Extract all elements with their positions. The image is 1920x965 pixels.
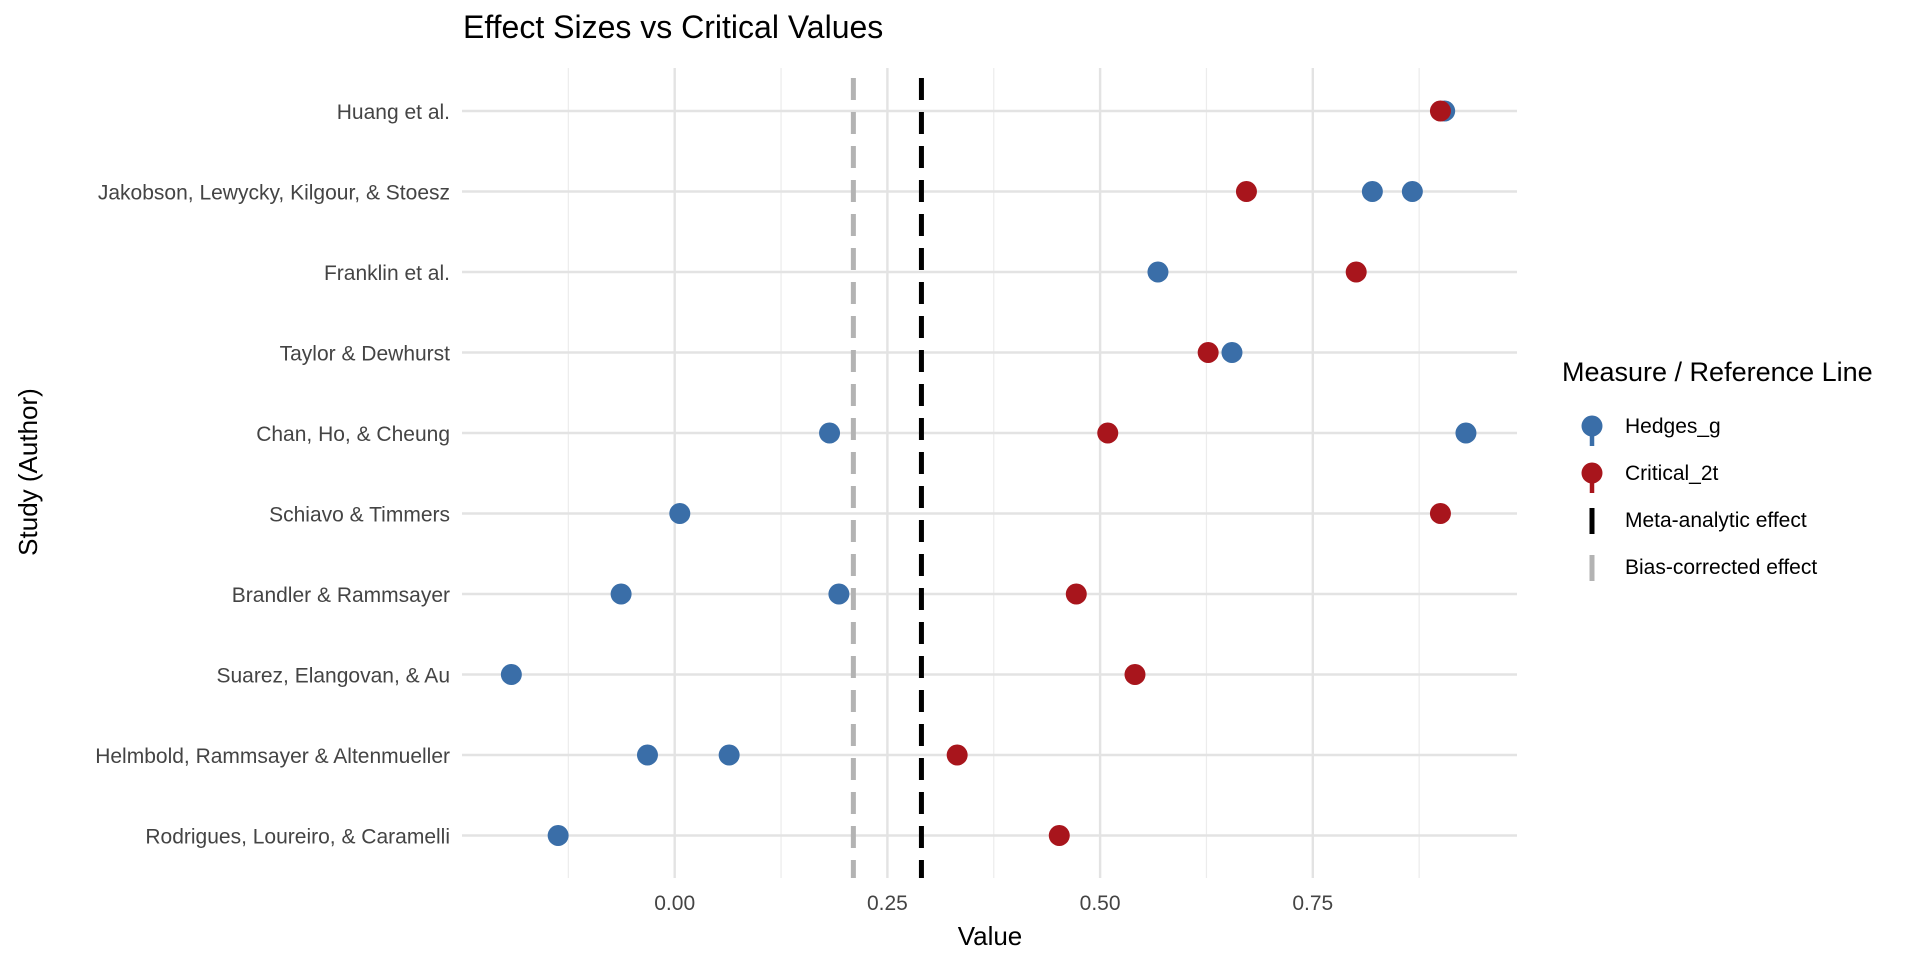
x-tick-labels: 0.00 0.25 0.50 0.75 [654, 892, 1333, 915]
hedges-g-point [610, 583, 632, 605]
x-tick-label: 0.50 [1080, 892, 1121, 915]
grid-lines [462, 68, 1517, 878]
x-axis-label: Value [958, 921, 1023, 951]
hedges-g-point [669, 503, 691, 524]
critical-2t-point [1429, 503, 1451, 524]
hedges-g-point [1221, 342, 1243, 363]
critical-2t-point [1345, 261, 1367, 283]
legend: Measure / Reference Line Hedges_g Critica… [1562, 357, 1873, 581]
y-tick-label: Franklin et al. [324, 262, 450, 285]
x-tick-label: 0.75 [1292, 892, 1333, 915]
chart-title: Effect Sizes vs Critical Values [463, 9, 883, 45]
hedges-g-point [1361, 181, 1383, 202]
hedges-g-point [500, 664, 522, 685]
y-tick-label: Jakobson, Lewycky, Kilgour, & Stoesz [98, 182, 450, 205]
y-tick-label: Huang et al. [337, 101, 450, 124]
hedges-g-point [1455, 422, 1477, 444]
y-tick-label: Schiavo & Timmers [269, 504, 450, 527]
critical-2t-point [1048, 825, 1070, 846]
hedges-g-point [1147, 261, 1169, 283]
critical-2t-point [1124, 664, 1146, 685]
y-tick-label: Taylor & Dewhurst [280, 343, 451, 366]
critical-2t-point [1065, 583, 1087, 605]
critical-2t-point [1429, 100, 1451, 122]
y-tick-label: Brandler & Rammsayer [232, 584, 450, 607]
legend-key-point [1581, 415, 1603, 437]
legend-item: Meta-analytic effect [1589, 508, 1807, 534]
hedges-g-point [547, 825, 569, 846]
hedges-g-point [819, 422, 841, 444]
legend-label: Critical_2t [1625, 462, 1719, 485]
hedges-g-point [1401, 181, 1423, 202]
hedges-g-point [828, 583, 850, 605]
y-axis-label: Study (Author) [13, 388, 43, 556]
hedges-g-point [718, 744, 740, 766]
critical-2t-point [1235, 181, 1257, 202]
critical-2t-point [1197, 342, 1219, 363]
y-tick-label: Chan, Ho, & Cheung [256, 423, 450, 446]
legend-label: Hedges_g [1625, 415, 1721, 438]
legend-key-point [1581, 462, 1603, 484]
reference-lines [850, 78, 924, 878]
y-tick-label: Helmbold, Rammsayer & Altenmueller [95, 745, 450, 768]
legend-items: Hedges_g Critical_2t Meta-analytic effect B… [1581, 415, 1817, 581]
legend-label: Bias-corrected effect [1625, 556, 1817, 579]
legend-item: Critical_2t [1581, 462, 1719, 493]
legend-item: Bias-corrected effect [1589, 555, 1817, 581]
y-tick-labels: Huang et al. Jakobson, Lewycky, Kilgour, … [95, 101, 450, 849]
data-points [500, 100, 1477, 846]
legend-item: Hedges_g [1581, 415, 1721, 446]
x-tick-label: 0.00 [654, 892, 695, 915]
y-tick-label: Rodrigues, Loureiro, & Caramelli [145, 826, 450, 849]
y-tick-label: Suarez, Elangovan, & Au [217, 665, 451, 688]
hedges-g-point [636, 744, 658, 766]
x-tick-label: 0.25 [867, 892, 908, 915]
legend-label: Meta-analytic effect [1625, 509, 1807, 532]
legend-title: Measure / Reference Line [1562, 357, 1873, 387]
critical-2t-point [1097, 422, 1119, 444]
critical-2t-point [946, 744, 968, 766]
